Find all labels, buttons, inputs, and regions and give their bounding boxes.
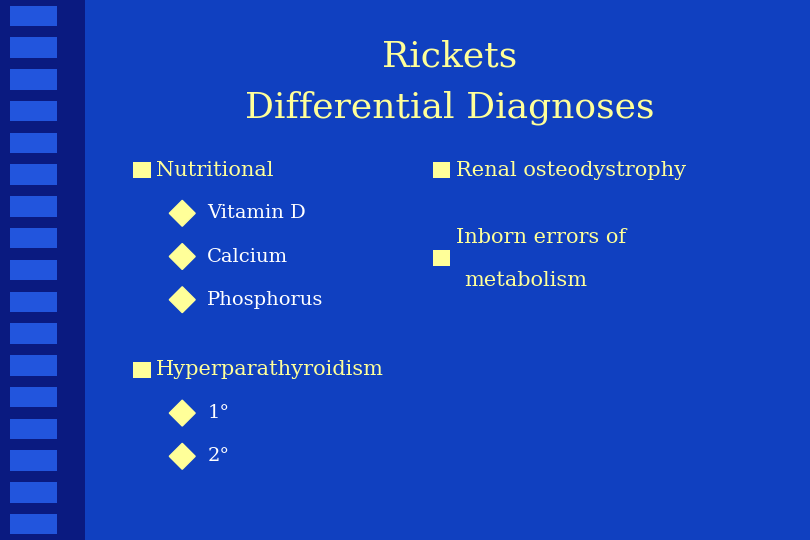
Bar <box>10 69 57 90</box>
Text: 1°: 1° <box>207 404 229 422</box>
Text: Nutritional: Nutritional <box>156 160 274 180</box>
Bar <box>433 162 450 178</box>
Polygon shape <box>169 287 195 313</box>
Bar <box>10 514 57 534</box>
Polygon shape <box>169 443 195 469</box>
Polygon shape <box>169 244 195 269</box>
Polygon shape <box>169 400 195 426</box>
Text: metabolism: metabolism <box>464 271 587 291</box>
Bar <box>10 196 57 217</box>
Bar <box>133 162 151 178</box>
Bar <box>10 6 57 26</box>
Bar <box>10 355 57 375</box>
Bar <box>10 133 57 153</box>
Bar <box>10 260 57 280</box>
Bar <box>10 165 57 185</box>
Bar <box>10 387 57 407</box>
Text: Inborn errors of: Inborn errors of <box>456 228 626 247</box>
Bar <box>10 228 57 248</box>
Text: Rickets: Rickets <box>382 40 517 73</box>
Text: Calcium: Calcium <box>207 247 288 266</box>
Bar <box>10 323 57 344</box>
Text: Differential Diagnoses: Differential Diagnoses <box>245 91 654 125</box>
Bar <box>433 251 450 266</box>
Text: Renal osteodystrophy: Renal osteodystrophy <box>456 160 686 180</box>
Bar <box>10 37 57 58</box>
Bar <box>10 292 57 312</box>
Text: Hyperparathyroidism: Hyperparathyroidism <box>156 360 384 380</box>
Bar <box>10 101 57 122</box>
Text: 2°: 2° <box>207 447 229 465</box>
Bar <box>10 418 57 439</box>
Polygon shape <box>169 200 195 226</box>
Text: Vitamin D: Vitamin D <box>207 204 306 222</box>
Bar <box>133 362 151 378</box>
Bar <box>0 0 85 540</box>
Bar <box>10 482 57 503</box>
Text: Phosphorus: Phosphorus <box>207 291 324 309</box>
Bar <box>10 450 57 471</box>
